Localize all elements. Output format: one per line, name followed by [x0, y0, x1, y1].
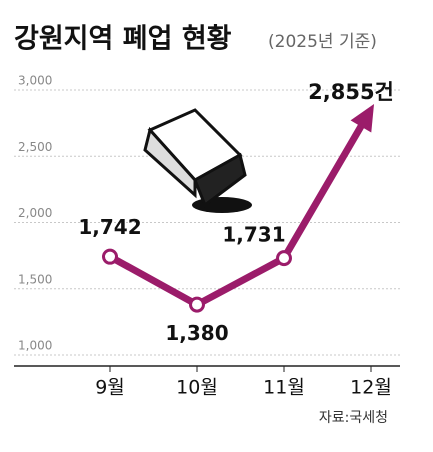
- y-tick-label: 3,000: [18, 74, 52, 88]
- point: [276, 250, 292, 267]
- value-label: 1,380: [165, 321, 228, 345]
- y-tick-label: 1,500: [18, 272, 52, 286]
- awning: [143, 126, 197, 199]
- value-label: 1,742: [78, 215, 141, 239]
- line-series: [108, 119, 367, 309]
- arrow-head: [350, 104, 375, 133]
- x-tick-label: 10월: [176, 377, 218, 399]
- value-label: 1,731: [222, 223, 285, 247]
- y-tick-label: 2,000: [18, 206, 52, 220]
- y-tick-label: 1,000: [18, 339, 52, 353]
- x-tick-label: 9월: [95, 377, 125, 399]
- hole: [192, 197, 252, 213]
- shop-icon: [143, 108, 252, 213]
- y-tick-label: 2,500: [18, 140, 52, 154]
- point: [102, 248, 118, 265]
- x-tick-label: 12월: [350, 377, 392, 399]
- point: [189, 296, 205, 313]
- chart-title: 강원지역 폐업 현황: [14, 24, 232, 55]
- value-label: 2,855건: [308, 80, 394, 104]
- x-tick-label: 11월: [263, 377, 305, 399]
- chart-subtitle: (2025년 기준): [268, 32, 377, 52]
- wall: [193, 152, 247, 208]
- source: 자료:국세청: [319, 410, 388, 426]
